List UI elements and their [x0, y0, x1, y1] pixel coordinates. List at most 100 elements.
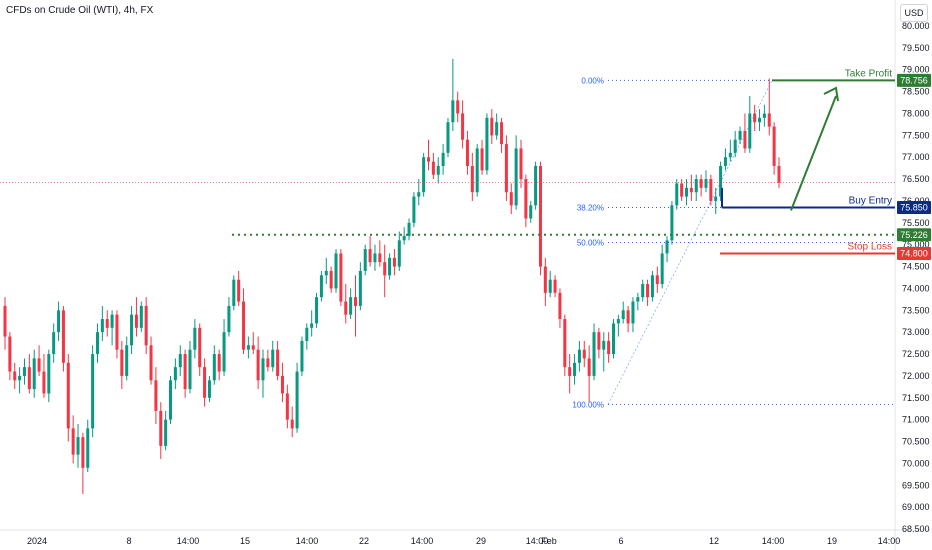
price-tick-label: 77.000: [902, 152, 930, 162]
candle-body: [412, 196, 416, 223]
price-tick-label: 68.500: [902, 524, 930, 534]
candle-body: [392, 257, 396, 267]
price-tick-label: 73.000: [902, 327, 930, 337]
candle-body: [548, 279, 552, 293]
candle-body: [178, 354, 182, 368]
projection-arrow-head: [823, 86, 839, 102]
candle-body: [719, 165, 723, 197]
time-tick-label: 14:00: [177, 536, 200, 546]
candle-body: [32, 358, 36, 390]
candle-body: [251, 345, 255, 350]
candle-body: [378, 253, 382, 263]
price-tick-label: 74.500: [902, 262, 930, 272]
price-tick-label: 73.500: [902, 305, 930, 315]
candle-body: [276, 349, 280, 376]
candle-body: [37, 358, 41, 372]
candle-body: [285, 393, 289, 420]
candle-body: [436, 165, 440, 175]
price-tick-label: 69.000: [902, 502, 930, 512]
candle-body: [558, 292, 562, 320]
candle-body: [699, 179, 703, 188]
candle-body: [519, 148, 523, 180]
candle-body: [125, 345, 129, 376]
candle-body: [149, 345, 153, 381]
candle-body: [349, 297, 353, 315]
candle-body: [3, 305, 7, 337]
candle-body: [76, 437, 80, 455]
time-tick-label: 14:00: [296, 536, 319, 546]
candle-body: [573, 362, 577, 376]
price-tick-label: 71.000: [902, 415, 930, 425]
price-tick-label: 78.000: [902, 108, 930, 118]
fib-level-label: 38.20%: [577, 204, 604, 213]
candle-body: [188, 349, 192, 390]
price-axis-badge-text: 74.800: [900, 248, 928, 258]
price-axis-badge: [897, 228, 931, 242]
price-axis[interactable]: 80.000 79.500 79.000 78.500 78.000 77.500 77.0…: [897, 21, 931, 534]
candle-body: [217, 354, 221, 372]
price-tick-label: 75.500: [902, 218, 930, 228]
candle-body: [553, 279, 557, 293]
candle-body: [680, 183, 684, 197]
candle-body: [723, 157, 727, 166]
time-tick-label: 12: [709, 536, 719, 546]
candle-body: [212, 354, 216, 381]
candle-body: [266, 358, 270, 368]
candle-body: [110, 314, 114, 328]
price-tick-label: 72.500: [902, 349, 930, 359]
candle-body: [490, 117, 494, 136]
candle-body: [504, 144, 508, 193]
candle-body: [607, 340, 611, 355]
price-tick-label: 70.500: [902, 437, 930, 447]
candle-body: [81, 437, 85, 468]
candle-body: [694, 179, 698, 193]
candle-body: [280, 375, 284, 394]
candle-body: [738, 130, 742, 140]
price-tick-label: 75.000: [902, 240, 930, 250]
candle-body: [777, 165, 781, 183]
candle-body: [441, 152, 445, 166]
candle-body: [422, 157, 426, 193]
candle-body: [665, 240, 669, 254]
candle-body: [315, 297, 319, 324]
candle-body: [689, 187, 693, 193]
candle-body: [758, 117, 762, 123]
price-tick-label: 80.000: [902, 21, 930, 31]
candle-body: [100, 319, 104, 333]
candle-body: [222, 332, 226, 372]
candle-body: [18, 375, 22, 381]
price-tick-label: 79.000: [902, 65, 930, 75]
fib-level-label: 50.00%: [577, 239, 604, 248]
candle-body: [86, 428, 90, 468]
candle-body: [538, 165, 542, 267]
candle-body: [534, 165, 538, 206]
candle-body: [71, 428, 75, 455]
candle-body: [475, 148, 479, 193]
candle-body: [646, 284, 650, 298]
candle-body: [373, 253, 377, 263]
candle-body: [767, 113, 771, 127]
candle-body: [753, 113, 757, 123]
price-tick-label: 78.500: [902, 87, 930, 97]
candle-body: [159, 410, 163, 446]
candle-body: [363, 249, 367, 271]
candle-body: [417, 192, 421, 197]
candle-body: [329, 270, 333, 289]
candle-body: [173, 367, 177, 381]
candle-body: [641, 284, 645, 298]
currency-selector[interactable]: USD: [900, 4, 928, 22]
time-tick-label: Feb: [541, 536, 557, 546]
candle-body: [743, 130, 747, 149]
candle-body: [271, 349, 275, 368]
trade-overlays: 0.00% 38.20% 50.00% 100.00% Take Profit Buy E…: [0, 68, 895, 409]
trade-level-label: Buy Entry: [849, 196, 892, 207]
candle-body: [358, 270, 362, 306]
price-tick-label: 69.500: [902, 480, 930, 490]
candle-body: [524, 179, 528, 219]
candle-body: [242, 301, 246, 350]
candle-body: [451, 100, 455, 123]
candle-body: [130, 314, 134, 346]
